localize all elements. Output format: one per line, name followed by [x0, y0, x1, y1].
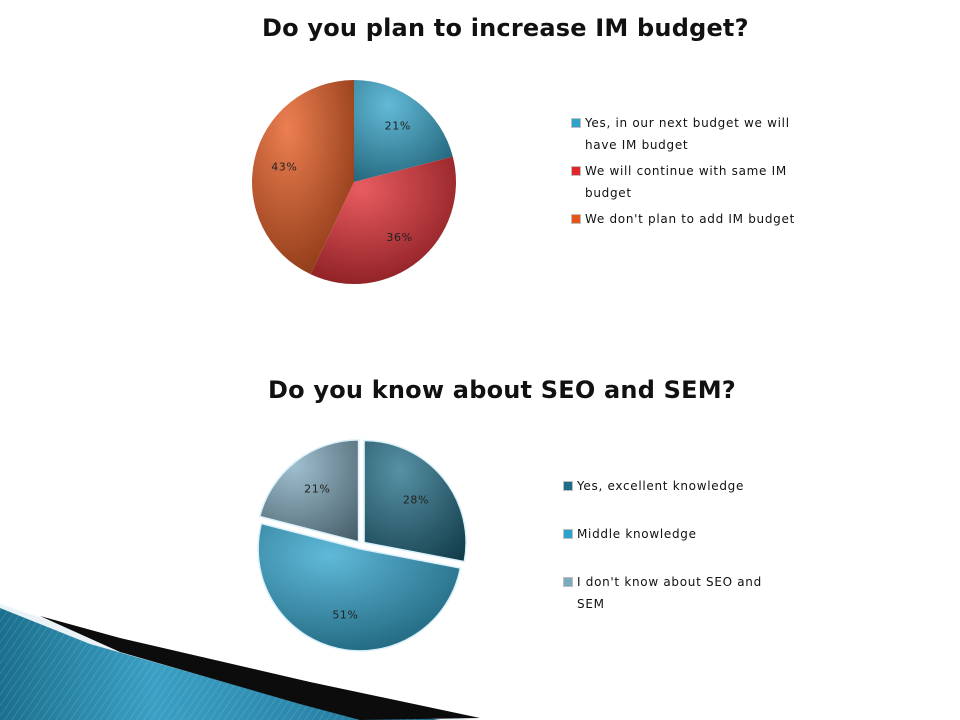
pie-data-label-2: 51%: [332, 609, 358, 622]
legend-swatch: [564, 530, 572, 538]
chart-2-title: Do you know about SEO and SEM?: [268, 376, 736, 404]
pie-data-label-3: 21%: [304, 483, 330, 496]
pie-slice-3: [258, 439, 360, 543]
pie-slice-1: [363, 439, 467, 563]
legend-label: Middle knowledge: [577, 527, 697, 541]
legend-item-dont-know: I don't know about SEO and SEM: [564, 571, 767, 615]
legend-swatch: [564, 482, 572, 490]
legend-item-dont-plan: We don't plan to add IM budget: [572, 208, 800, 230]
legend-item-yes-next-budget: Yes, in our next budget we will have IM …: [572, 112, 800, 156]
chart-2-pie: 28% 51% 21%: [257, 439, 467, 652]
pie-data-label-1: 28%: [403, 494, 429, 507]
legend-label: We don't plan to add IM budget: [585, 212, 795, 226]
legend-label: I don't know about SEO and SEM: [577, 575, 762, 611]
legend-item-excellent: Yes, excellent knowledge: [564, 475, 794, 497]
pie-data-label-2: 36%: [386, 231, 412, 244]
legend-label: Yes, excellent knowledge: [577, 479, 745, 493]
pie-slice-2: [310, 156, 456, 284]
legend-swatch: [572, 119, 580, 127]
legend-item-continue-same: We will continue with same IM budget: [572, 160, 800, 204]
chart-1-legend: Yes, in our next budget we will have IM …: [572, 112, 802, 234]
corner-ribbon-decoration: [0, 604, 480, 720]
pie-slice-1: [354, 80, 453, 182]
pie-slice-3: [251, 80, 354, 275]
legend-swatch: [564, 578, 572, 586]
legend-swatch: [572, 167, 580, 175]
pie-data-label-3: 43%: [271, 160, 297, 173]
chart-1-pie: 21% 36% 43%: [251, 80, 456, 284]
pie-data-label-1: 21%: [385, 120, 411, 133]
legend-label: Yes, in our next budget we will have IM …: [585, 116, 790, 152]
legend-swatch: [572, 215, 580, 223]
pie-slice-2: [257, 522, 462, 652]
legend-label: We will continue with same IM budget: [585, 164, 787, 200]
legend-item-middle: Middle knowledge: [564, 523, 794, 545]
chart-1-title: Do you plan to increase IM budget?: [262, 14, 749, 42]
chart-2-legend: Yes, excellent knowledge Middle knowledg…: [564, 475, 794, 641]
